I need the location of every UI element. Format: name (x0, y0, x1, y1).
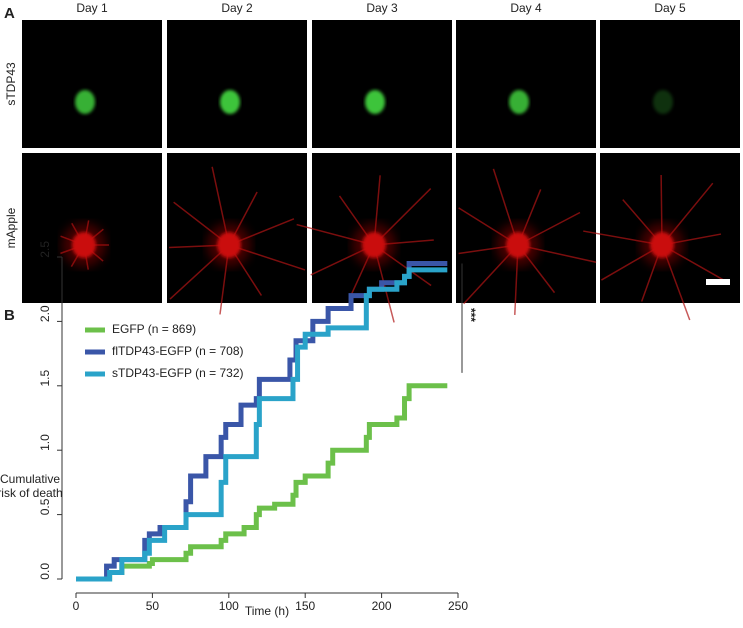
panel-label: A (4, 5, 15, 22)
cell-signal (220, 90, 240, 114)
column-header: Day 2 (221, 1, 253, 15)
y-tick-label: 0.0 (38, 563, 52, 580)
x-tick-label: 150 (295, 599, 315, 613)
x-tick-label: 50 (146, 599, 160, 613)
panel-label: B (4, 307, 15, 324)
y-tick-label: 2.5 (38, 241, 52, 258)
step-line (76, 267, 448, 582)
micrograph (312, 20, 452, 148)
legend-label: EGFP (n = 869) (112, 322, 196, 336)
column-header: Day 3 (366, 1, 398, 15)
cell-signal (75, 90, 95, 114)
x-tick-label: 0 (73, 599, 80, 613)
y-tick-label: 1.0 (38, 434, 52, 451)
cell-glow (496, 223, 540, 267)
y-axis-label: risk of death (0, 486, 63, 500)
micrograph (22, 20, 162, 148)
y-tick-label: 0.5 (38, 498, 52, 515)
y-axis-label: Cumulative (0, 472, 60, 486)
legend-label: sTDP43-EGFP (n = 732) (112, 366, 244, 380)
x-tick-label: 250 (448, 599, 468, 613)
row-label: sTDP43 (4, 62, 18, 106)
cell-signal (653, 90, 673, 114)
cell-glow (62, 223, 106, 267)
legend-label: flTDP43-EGFP (n = 708) (112, 344, 244, 358)
cell-glow (207, 223, 251, 267)
cell-glow (640, 223, 684, 267)
cell-glow (352, 223, 396, 267)
cell-signal (509, 90, 529, 114)
significance-annotation: *** (464, 308, 478, 322)
step-line (76, 383, 448, 582)
y-tick-label: 1.5 (38, 369, 52, 386)
row-label: mApple (4, 207, 18, 248)
scale-bar (706, 279, 730, 285)
x-tick-label: 100 (219, 599, 239, 613)
column-header: Day 5 (654, 1, 686, 15)
micrograph (167, 20, 307, 148)
micrograph (600, 20, 740, 148)
micrograph (456, 20, 596, 148)
column-header: Day 4 (510, 1, 542, 15)
y-tick-label: 2.0 (38, 305, 52, 322)
image-grid (22, 20, 740, 323)
x-tick-label: 200 (372, 599, 392, 613)
column-header: Day 1 (76, 1, 108, 15)
x-axis-label: Time (h) (245, 604, 289, 618)
cell-signal (365, 90, 385, 114)
